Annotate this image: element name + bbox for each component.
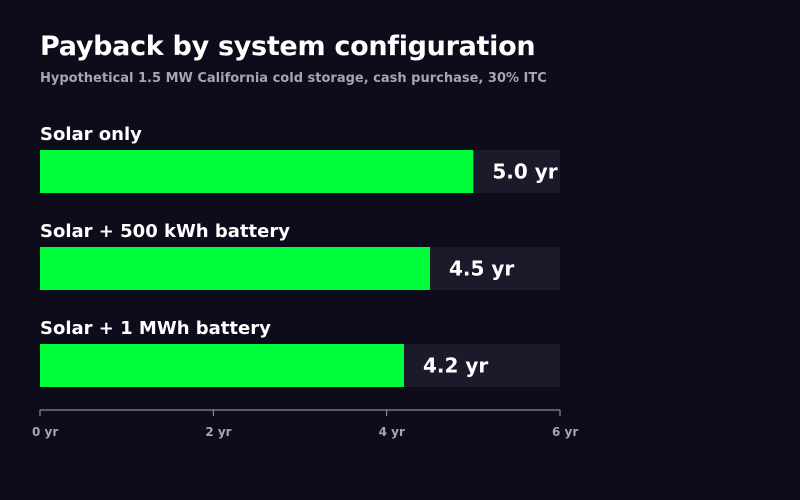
x-tick-label: 4 yr: [379, 425, 405, 439]
x-tick-label: 2 yr: [205, 425, 231, 439]
bar-value-label: 4.5 yr: [449, 257, 514, 281]
bar: [40, 247, 430, 290]
bar: [40, 150, 474, 193]
chart-title: Payback by system configuration: [40, 31, 536, 62]
category-label: Solar + 500 kWh battery: [40, 221, 290, 242]
bar-value-label: 5.0 yr: [492, 160, 557, 184]
category-label: Solar + 1 MWh battery: [40, 318, 271, 339]
bar: [40, 344, 404, 387]
chart-subtitle: Hypothetical 1.5 MW California cold stor…: [40, 71, 547, 86]
bar-value-label: 4.2 yr: [423, 354, 488, 378]
x-tick-label: 0 yr: [32, 425, 58, 439]
category-label: Solar only: [40, 124, 142, 145]
x-tick-label: 6 yr: [552, 425, 578, 439]
